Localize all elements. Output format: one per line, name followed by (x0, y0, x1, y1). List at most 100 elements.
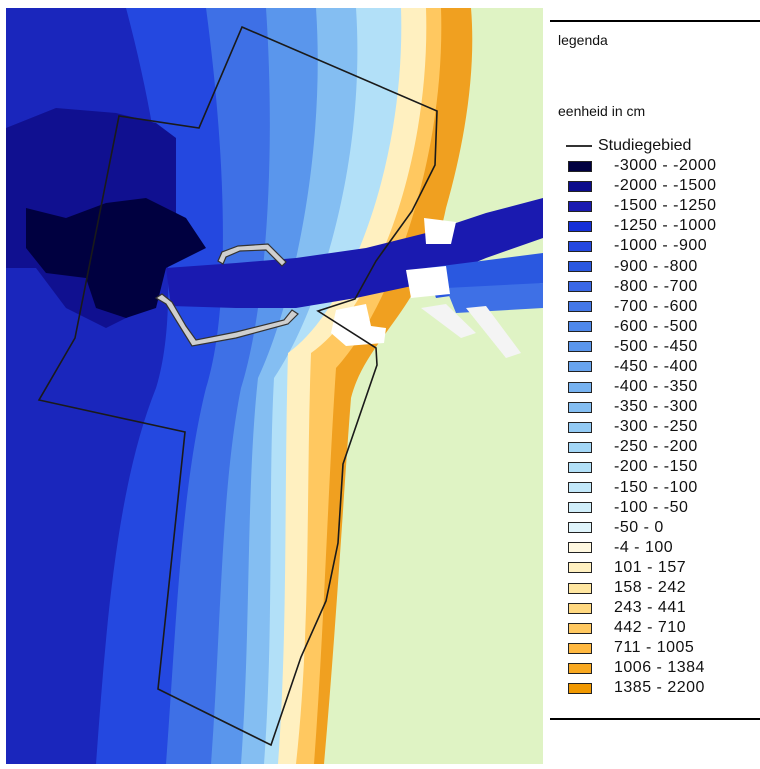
land-area (324, 8, 543, 764)
legend-label: 1006 - 1384 (614, 659, 705, 677)
legend-item: -350 - -300 (568, 397, 717, 417)
bathymetry-map (6, 8, 543, 764)
study-area-line-symbol (566, 145, 592, 147)
bathymetry-map-svg (6, 8, 543, 764)
legend-label: -600 - -500 (614, 317, 698, 335)
legend-item: -100 - -50 (568, 498, 717, 518)
legend-swatch (568, 642, 592, 654)
legend-swatch (568, 421, 592, 433)
harbour-basin (421, 304, 476, 338)
legend-label: 442 - 710 (614, 619, 687, 637)
legend-swatch (568, 522, 592, 534)
legend-label: -350 - -300 (614, 398, 698, 416)
legend-swatch (568, 401, 592, 413)
harbour-basin (466, 306, 521, 358)
legend-item: -400 - -350 (568, 377, 717, 397)
legend-bottom-rule (550, 718, 760, 720)
legend-label: -700 - -600 (614, 297, 698, 315)
legend-swatch (568, 200, 592, 212)
legend-item: 1006 - 1384 (568, 658, 717, 678)
legend-label: -300 - -250 (614, 418, 698, 436)
deep-basin-core (26, 198, 206, 318)
legend-swatch (568, 220, 592, 232)
legend-label: -150 - -100 (614, 478, 698, 496)
legend-item: 442 - 710 (568, 618, 717, 638)
legend-label: -250 - -200 (614, 438, 698, 456)
legend-label: -1250 - -1000 (614, 217, 717, 235)
legend-label: -3000 - -2000 (614, 157, 717, 175)
legend-swatch (568, 441, 592, 453)
legend-label: -2000 - -1500 (614, 177, 717, 195)
legend-label: 243 - 441 (614, 599, 687, 617)
legend-swatch (568, 381, 592, 393)
legend-item: -1000 - -900 (568, 236, 717, 256)
harbour-basin (331, 304, 386, 346)
legend-item: 243 - 441 (568, 598, 717, 618)
legend-label: -400 - -350 (614, 378, 698, 396)
legend-swatch (568, 682, 592, 694)
legend-label: 158 - 242 (614, 579, 687, 597)
legend-item: -300 - -250 (568, 417, 717, 437)
legend-swatch (568, 240, 592, 252)
legend-label: -100 - -50 (614, 498, 689, 516)
legend-label: -900 - -800 (614, 257, 698, 275)
legend-swatch (568, 461, 592, 473)
legend-label: -50 - 0 (614, 518, 664, 536)
legend-item: -4 - 100 (568, 538, 717, 558)
legend-item: -3000 - -2000 (568, 156, 717, 176)
legend-swatch (568, 180, 592, 192)
legend-items: -3000 - -2000 -2000 - -1500 -1500 - -1250 -… (568, 156, 717, 699)
legend-swatch (568, 662, 592, 674)
legend-swatch (568, 502, 592, 514)
legend-item: -1250 - -1000 (568, 216, 717, 236)
legend-label: -500 - -450 (614, 337, 698, 355)
legend-swatch (568, 582, 592, 594)
legend-swatch (568, 301, 592, 313)
legend-swatch (568, 281, 592, 293)
legend-label: -200 - -150 (614, 458, 698, 476)
legend-label: -450 - -400 (614, 357, 698, 375)
legend-item: 711 - 1005 (568, 638, 717, 658)
legend-title: legenda (558, 32, 608, 48)
south-breakwater (154, 293, 299, 347)
legend-swatch (568, 341, 592, 353)
legend-swatch (568, 602, 592, 614)
legend-label: 1385 - 2200 (614, 679, 705, 697)
legend-label: -1000 - -900 (614, 237, 708, 255)
channel-branch (446, 283, 543, 313)
legend-item: -2000 - -1500 (568, 176, 717, 196)
legend-item: -800 - -700 (568, 277, 717, 297)
legend-item: 101 - 157 (568, 558, 717, 578)
legend-label: -1500 - -1250 (614, 197, 717, 215)
legend-unit: eenheid in cm (558, 103, 646, 119)
legend-study-area: Studiegebied (566, 137, 691, 155)
legend-label: -800 - -700 (614, 277, 698, 295)
legend-label: 711 - 1005 (614, 639, 695, 657)
legend-label: 101 - 157 (614, 558, 687, 576)
legend-top-rule (550, 20, 760, 22)
legend-item: -900 - -800 (568, 256, 717, 276)
legend-item: -700 - -600 (568, 297, 717, 317)
legend-swatch (568, 321, 592, 333)
legend-swatch (568, 542, 592, 554)
legend-item: 158 - 242 (568, 578, 717, 598)
legend-item: -600 - -500 (568, 317, 717, 337)
legend-swatch (568, 622, 592, 634)
study-area-outline (37, 25, 438, 747)
legend-item: -50 - 0 (568, 518, 717, 538)
harbour-basin (406, 266, 450, 298)
study-area-label: Studiegebied (598, 137, 692, 154)
legend-swatch (568, 160, 592, 172)
legend-item: -250 - -200 (568, 437, 717, 457)
legend-label: -4 - 100 (614, 538, 674, 556)
legend-swatch (568, 261, 592, 273)
harbour-basin (424, 218, 456, 244)
legend-item: -500 - -450 (568, 337, 717, 357)
legend-item: -450 - -400 (568, 357, 717, 377)
legend-item: 1385 - 2200 (568, 678, 717, 698)
legend-swatch (568, 482, 592, 494)
north-breakwater (217, 243, 287, 267)
legend-swatch (568, 361, 592, 373)
legend-item: -200 - -150 (568, 457, 717, 477)
legend-item: -150 - -100 (568, 478, 717, 498)
